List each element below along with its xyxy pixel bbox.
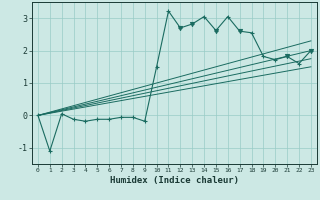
X-axis label: Humidex (Indice chaleur): Humidex (Indice chaleur)	[110, 176, 239, 185]
